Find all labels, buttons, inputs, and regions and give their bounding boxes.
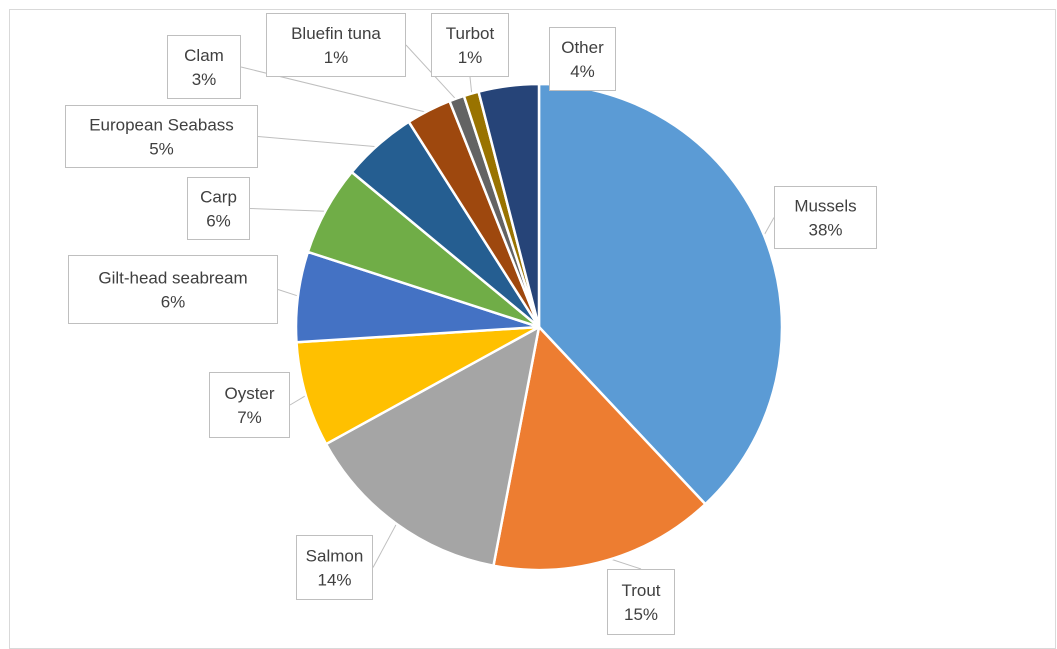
percent-label: 7% <box>237 408 262 427</box>
pie-slice-mussels <box>537 82 784 506</box>
data-label-clam: Clam 3% <box>167 35 241 99</box>
percent-label: 38% <box>808 221 842 240</box>
data-label-box <box>774 186 877 249</box>
category-label: European Seabass <box>89 116 234 135</box>
category-label: Oyster <box>224 384 274 403</box>
percent-label: 5% <box>149 140 174 159</box>
data-label-box <box>65 105 258 168</box>
data-label-box <box>68 255 278 324</box>
pie-slice-trout <box>492 325 707 572</box>
pie-slice-other <box>477 82 541 329</box>
category-label: Carp <box>200 188 237 207</box>
percent-label: 4% <box>570 62 595 81</box>
percent-label: 15% <box>624 605 658 624</box>
data-label-box <box>266 13 406 77</box>
data-label-box <box>431 13 509 77</box>
pie-chart: Mussels 38% Trout 15% Salmon 14% Oyster 7% Gilt-… <box>65 13 877 635</box>
category-label: Salmon <box>306 547 364 566</box>
data-label-box <box>209 372 290 438</box>
percent-label: 1% <box>324 48 349 67</box>
data-label-turbot: Turbot 1% <box>431 13 509 77</box>
leader-line-european-seabass <box>257 136 381 148</box>
percent-label: 6% <box>206 212 231 231</box>
percent-label: 3% <box>192 70 217 89</box>
data-label-european-seabass: European Seabass 5% <box>65 105 258 168</box>
data-label-trout: Trout 15% <box>607 569 675 635</box>
data-label-box <box>296 535 373 600</box>
category-label: Clam <box>184 46 224 65</box>
data-label-oyster: Oyster 7% <box>209 372 290 438</box>
category-label: Other <box>561 38 604 57</box>
data-label-bluefin-tuna: Bluefin tuna 1% <box>266 13 406 77</box>
category-label: Gilt-head seabream <box>98 269 247 288</box>
category-label: Turbot <box>446 24 495 43</box>
leader-line-salmon <box>372 520 399 568</box>
leader-line-carp <box>249 208 329 212</box>
pie-slice-oyster <box>295 325 541 446</box>
data-label-gilt-head-seabream: Gilt-head seabream 6% <box>68 255 278 324</box>
data-label-box <box>549 27 616 91</box>
percent-label: 6% <box>161 293 186 312</box>
percent-label: 14% <box>317 571 351 590</box>
data-label-mussels: Mussels 38% <box>774 186 877 249</box>
data-label-other: Other 4% <box>549 27 616 91</box>
category-label: Bluefin tuna <box>291 24 381 43</box>
data-label-box <box>607 569 675 635</box>
percent-label: 1% <box>458 48 483 67</box>
data-label-salmon: Salmon 14% <box>296 535 373 600</box>
category-label: Mussels <box>794 197 856 216</box>
data-label-carp: Carp 6% <box>187 177 250 240</box>
category-label: Trout <box>621 581 660 600</box>
data-label-box <box>167 35 241 99</box>
pie-slice-salmon <box>324 325 541 567</box>
data-label-box <box>187 177 250 240</box>
